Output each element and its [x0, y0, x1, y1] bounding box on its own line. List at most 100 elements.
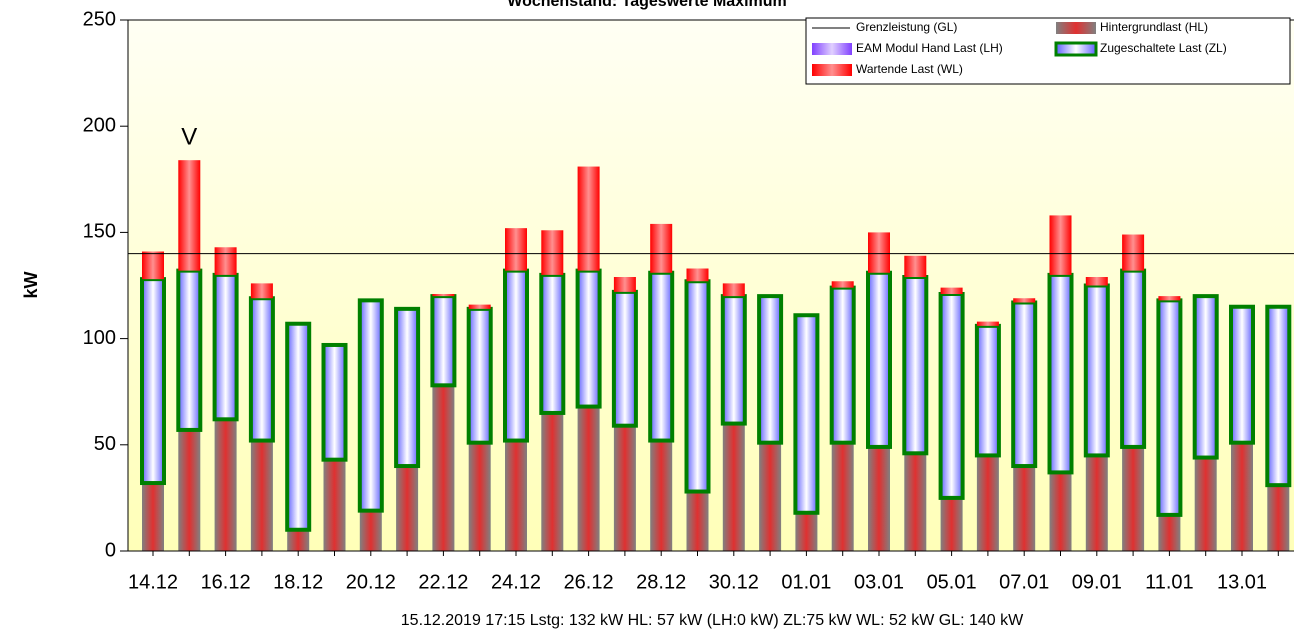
bar-segment [541, 412, 564, 551]
bar-segment [1194, 457, 1217, 551]
bar-segment [611, 289, 638, 428]
x-tick-label: 16.12 [201, 571, 251, 593]
bar-segment [321, 342, 348, 462]
chart-title: Wochenstand: Tageswerte Maximum [507, 0, 786, 10]
y-tick-label: 50 [94, 433, 116, 455]
bar-segment [396, 466, 419, 551]
bar-segment [1049, 215, 1072, 275]
bar-segment [575, 268, 602, 409]
bar-segment [722, 283, 745, 297]
bar-segment [902, 275, 929, 456]
x-tick-label: 13.01 [1217, 571, 1267, 593]
bar-segment [650, 440, 673, 551]
bar-segment [1158, 514, 1181, 551]
x-tick-label: 26.12 [564, 571, 614, 593]
bar-segment [831, 281, 854, 288]
x-tick-label: 05.01 [927, 571, 977, 593]
bar-segment [1122, 446, 1145, 551]
bar-segment [974, 323, 1001, 458]
y-tick-label: 150 [83, 221, 116, 243]
bar-segment [505, 440, 527, 551]
legend-symbol [1056, 22, 1096, 34]
bar-segment [1122, 234, 1145, 271]
bar-segment [178, 160, 201, 271]
bar-segment [1229, 304, 1255, 445]
x-tick-label: 20.12 [346, 571, 396, 593]
bar-segment [432, 385, 455, 551]
legend-box [805, 17, 1291, 85]
bar-segment [394, 306, 421, 469]
bar-segment [142, 251, 164, 280]
bar-segment [178, 429, 201, 551]
bar-segment [432, 293, 455, 297]
bar-segment [940, 287, 963, 294]
bar-segment [976, 321, 999, 326]
bar-segment [795, 512, 818, 551]
bar-segment [1267, 485, 1290, 551]
x-tick-label: 01.01 [781, 571, 831, 593]
y-tick-label: 200 [83, 114, 116, 136]
legend-label: Hintergrundlast (HL) [1100, 20, 1208, 34]
bar-segment [430, 294, 457, 388]
y-tick-label: 250 [83, 8, 116, 30]
y-tick-label: 100 [83, 327, 116, 349]
bar-segment [1120, 268, 1147, 449]
legend-symbol [1054, 41, 1098, 57]
bar-segment [466, 306, 493, 445]
bar-segment [831, 442, 854, 551]
bar-segment [648, 270, 675, 443]
bar-segment [1156, 298, 1183, 517]
bar-segment [686, 268, 709, 282]
x-tick-label: 28.12 [636, 571, 686, 593]
bar-segment [1083, 283, 1110, 458]
bar-segment [1192, 294, 1219, 460]
bar-segment [503, 268, 529, 443]
bar-segment [468, 442, 491, 551]
bar-segment [248, 296, 275, 443]
bar-segment [904, 453, 927, 551]
bar-segment [577, 406, 600, 551]
legend-label: Zugeschaltete Last (ZL) [1100, 41, 1227, 55]
bar-segment [1047, 272, 1074, 475]
bar-segment [1265, 304, 1292, 488]
bar-segment [1158, 296, 1181, 301]
bar-segment [359, 510, 382, 551]
bar-segment [140, 277, 166, 486]
bar-segment [613, 277, 636, 292]
bar-segment [866, 270, 892, 449]
bar-segment [684, 279, 711, 494]
bar-segment [357, 298, 384, 513]
bar-segment [285, 321, 312, 532]
bar-segment [613, 425, 636, 551]
x-tick-label: 03.01 [854, 571, 904, 593]
x-tick-label: 07.01 [999, 571, 1049, 593]
bar-segment [1231, 442, 1253, 551]
legend-symbol [812, 64, 852, 76]
x-tick-label: 09.01 [1072, 571, 1122, 593]
bar-segment [214, 419, 237, 551]
legend-symbol [812, 43, 852, 55]
bar-segment [577, 166, 600, 271]
x-tick-label: 11.01 [1145, 571, 1194, 593]
bar-segment [720, 294, 747, 426]
bar-segment [1085, 277, 1108, 286]
x-tick-label: 22.12 [418, 571, 468, 593]
bar-segment [1085, 455, 1108, 551]
bar-segment [505, 228, 527, 271]
legend-label: Grenzleistung (GL) [856, 20, 957, 34]
bar-segment [250, 283, 273, 299]
bar-segment [250, 440, 273, 551]
bar-segment [686, 491, 709, 551]
bar-segment [904, 255, 927, 278]
bar-segment [541, 230, 564, 275]
x-tick-label: 30.12 [709, 571, 759, 593]
bar-segment [938, 291, 965, 500]
footer: 15.12.2019 17:15 Lstg: 132 kW HL: 57 kW … [401, 612, 1024, 629]
y-axis-label: kW [21, 271, 41, 298]
bar-segment [323, 459, 346, 551]
x-tick-label: 18.12 [273, 571, 323, 593]
bar-segment [468, 304, 491, 309]
bar-segment [650, 223, 673, 273]
bar-segment [142, 483, 164, 551]
